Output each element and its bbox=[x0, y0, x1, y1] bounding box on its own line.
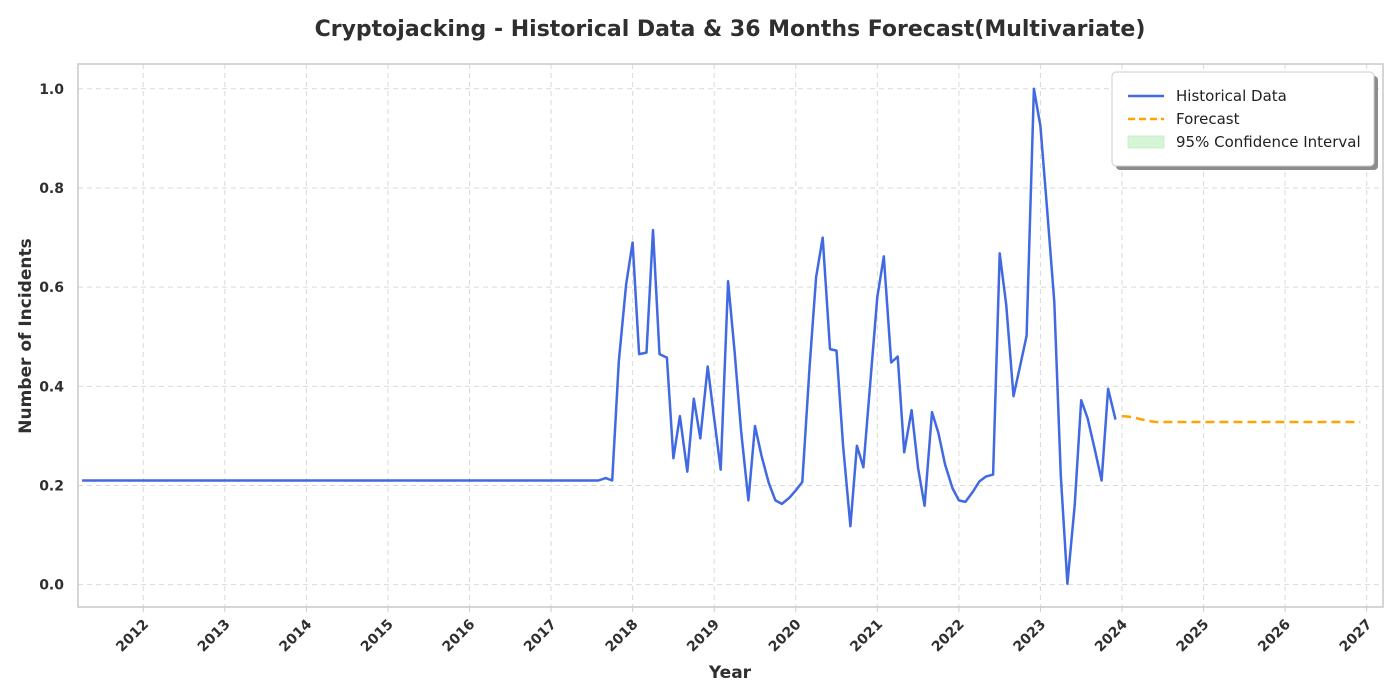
y-tick-label: 0.2 bbox=[39, 479, 64, 495]
series-lines bbox=[82, 87, 1361, 585]
historical-series-line bbox=[82, 87, 1117, 585]
plot-area-frame bbox=[77, 63, 1384, 608]
y-tick-label: 0.4 bbox=[39, 379, 64, 395]
y-tick-label: 0.6 bbox=[39, 280, 64, 296]
legend-box bbox=[1111, 71, 1375, 167]
legend-historical-label: Historical Data bbox=[1176, 87, 1287, 105]
legend-confidence-label: 95% Confidence Interval bbox=[1176, 133, 1361, 151]
legend: Historical Data Forecast 95% Confidence … bbox=[1111, 71, 1378, 170]
forecast-series-line bbox=[1121, 414, 1361, 424]
y-tick-label: 0.0 bbox=[39, 578, 64, 594]
grid-lines bbox=[78, 64, 1383, 607]
y-axis-label: Number of Incidents bbox=[16, 238, 36, 433]
y-tick-label: 0.8 bbox=[39, 181, 64, 197]
legend-forecast-label: Forecast bbox=[1176, 110, 1240, 128]
x-axis-label: Year bbox=[708, 663, 752, 683]
y-tick-label: 1.0 bbox=[39, 82, 64, 98]
chart-title: Cryptojacking - Historical Data & 36 Mon… bbox=[315, 17, 1146, 42]
legend-confidence-swatch bbox=[1127, 135, 1165, 149]
